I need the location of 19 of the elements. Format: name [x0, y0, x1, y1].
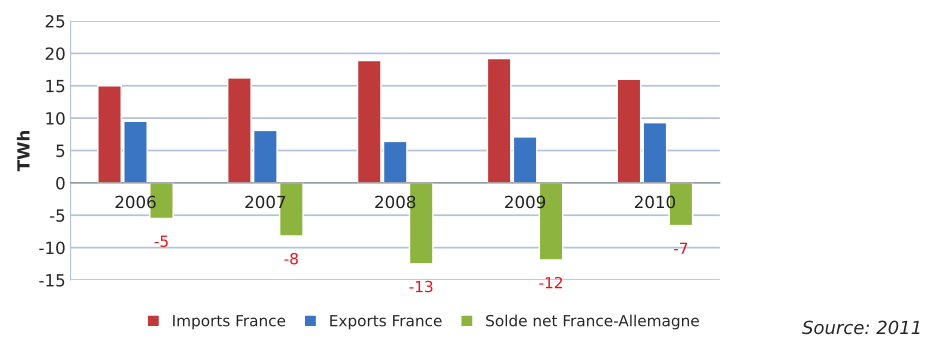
y-tick-label: -5 — [50, 209, 64, 222]
data-label: -5 — [154, 236, 168, 247]
legend-label: Exports France — [330, 315, 442, 330]
y-axis-title: TWh — [16, 130, 30, 172]
y-tick-label: 15 — [46, 80, 64, 92]
source-note: Source: 2011 — [802, 320, 920, 334]
data-label: -7 — [674, 242, 688, 254]
legend-label: Imports France — [173, 315, 286, 330]
y-tick-label: 0 — [56, 176, 65, 190]
y-tick-label: 5 — [56, 144, 64, 158]
y-tick-label: 25 — [46, 14, 64, 28]
legend-label: Solde net France-Allemagne — [486, 314, 699, 330]
data-label: -12 — [539, 276, 562, 288]
y-tick-label: 10 — [46, 112, 65, 125]
data-label: -8 — [284, 252, 298, 264]
y-tick-label: 20 — [46, 47, 65, 60]
y-tick-label: -10 — [39, 242, 65, 254]
data-label: -13 — [409, 280, 432, 292]
y-tick-label: -15 — [39, 274, 64, 287]
